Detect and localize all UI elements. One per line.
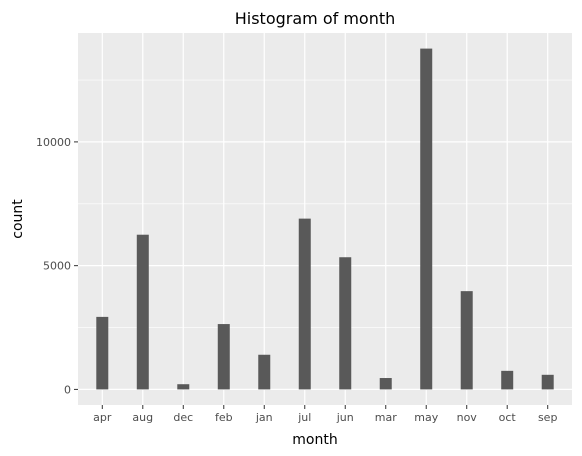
bar-sep	[541, 374, 554, 390]
y-tick-label: 0	[64, 383, 71, 396]
x-tick-label-aug: aug	[132, 411, 153, 424]
bar-mar	[379, 378, 392, 390]
bar-jan	[258, 354, 271, 390]
minor-gridlines	[78, 79, 572, 328]
x-axis-title: month	[292, 432, 337, 448]
y-axis-ticks: 0 5000 10000	[36, 136, 78, 396]
x-axis-ticks: apr aug dec feb jan jul jun mar may nov oct sep	[93, 405, 557, 424]
y-tick-label: 5000	[43, 260, 71, 273]
x-tick-label-jun: jun	[336, 411, 354, 424]
x-tick-label-mar: mar	[375, 411, 397, 424]
bar-jul	[298, 218, 311, 390]
bar-apr	[96, 316, 109, 390]
x-tick-label-apr: apr	[93, 411, 112, 424]
bar-nov	[460, 291, 473, 390]
bar-aug	[136, 234, 149, 390]
bar-may	[420, 48, 433, 390]
x-tick-label-may: may	[414, 411, 438, 424]
x-tick-label-jan: jan	[255, 411, 273, 424]
chart-title: Histogram of month	[235, 9, 396, 28]
bar-jun	[339, 257, 352, 390]
plot-panel	[78, 33, 572, 405]
bar-oct	[501, 370, 514, 390]
x-tick-label-sep: sep	[538, 411, 557, 424]
bars	[96, 48, 554, 390]
x-tick-label-oct: oct	[499, 411, 517, 424]
x-tick-label-nov: nov	[457, 411, 478, 424]
bar-feb	[217, 324, 230, 390]
bar-dec	[177, 384, 190, 390]
y-tick-label: 10000	[36, 136, 71, 149]
x-tick-label-dec: dec	[173, 411, 193, 424]
x-tick-label-feb: feb	[215, 411, 233, 424]
x-tick-label-jul: jul	[297, 411, 311, 424]
y-axis-title: count	[10, 199, 26, 239]
